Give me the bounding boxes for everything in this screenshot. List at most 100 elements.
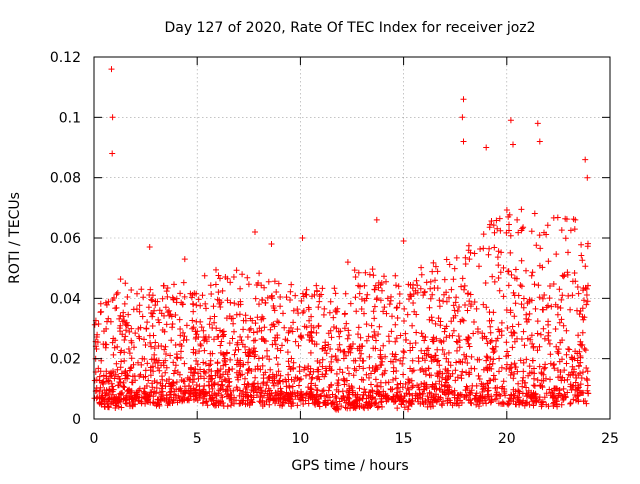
data-point xyxy=(421,383,428,390)
data-point xyxy=(390,358,396,365)
data-point xyxy=(106,387,113,394)
data-point xyxy=(242,317,249,324)
data-point xyxy=(487,323,494,330)
data-point xyxy=(226,378,233,385)
data-point xyxy=(177,290,184,297)
data-point xyxy=(350,372,357,379)
data-point xyxy=(443,334,450,341)
data-point xyxy=(147,372,154,379)
data-point xyxy=(548,389,555,396)
data-point xyxy=(213,397,220,404)
data-point xyxy=(329,400,336,406)
data-point xyxy=(345,348,352,355)
data-point xyxy=(262,300,269,306)
data-point xyxy=(124,387,131,394)
data-point xyxy=(160,282,167,289)
data-point xyxy=(149,380,156,387)
data-point xyxy=(108,394,115,401)
data-point xyxy=(151,307,158,314)
data-point xyxy=(517,282,524,289)
data-point xyxy=(404,311,411,318)
data-point xyxy=(484,340,491,347)
data-point xyxy=(308,392,315,399)
data-point xyxy=(487,339,494,345)
data-point xyxy=(203,305,209,312)
peak-point xyxy=(507,117,514,124)
data-point xyxy=(201,375,208,382)
data-point xyxy=(104,318,110,325)
data-point xyxy=(396,291,403,297)
data-point xyxy=(518,257,525,264)
data-point xyxy=(480,400,486,407)
data-point xyxy=(452,367,459,374)
data-point xyxy=(298,391,305,398)
data-point xyxy=(449,402,456,409)
data-point xyxy=(284,395,291,402)
data-point xyxy=(445,373,452,380)
data-point xyxy=(301,366,307,373)
data-point xyxy=(580,287,586,294)
data-point xyxy=(224,349,230,356)
data-point xyxy=(571,366,577,373)
data-point xyxy=(139,313,146,320)
data-point xyxy=(355,396,362,403)
data-point xyxy=(385,379,392,386)
peak-point xyxy=(483,144,490,151)
data-point xyxy=(584,377,591,384)
data-point xyxy=(393,282,399,289)
data-point xyxy=(129,379,136,386)
data-point xyxy=(360,392,367,398)
data-point xyxy=(563,360,570,367)
data-point xyxy=(471,395,478,402)
data-point xyxy=(541,292,548,298)
data-point xyxy=(138,361,145,368)
peak-point xyxy=(109,150,116,157)
data-point xyxy=(212,281,219,288)
data-point xyxy=(208,368,215,375)
data-point xyxy=(264,294,271,301)
data-point xyxy=(426,304,433,311)
data-point xyxy=(439,389,446,395)
data-point xyxy=(468,353,475,360)
data-point xyxy=(162,304,169,311)
data-point xyxy=(524,300,531,307)
data-point xyxy=(154,364,161,371)
data-point xyxy=(269,341,276,348)
data-point xyxy=(173,295,180,302)
data-point xyxy=(109,383,116,390)
data-point xyxy=(484,354,491,361)
data-point xyxy=(176,316,183,323)
data-point xyxy=(358,343,365,350)
data-point xyxy=(101,328,107,335)
data-point xyxy=(110,370,117,376)
data-point xyxy=(288,403,295,410)
data-point xyxy=(393,335,400,342)
data-point xyxy=(242,312,249,319)
data-point xyxy=(122,400,129,407)
peak-point xyxy=(109,114,116,121)
data-point xyxy=(229,335,236,342)
data-point xyxy=(567,400,574,407)
data-point xyxy=(116,382,122,389)
data-point xyxy=(355,282,362,289)
data-point xyxy=(180,337,187,344)
data-point xyxy=(377,362,384,369)
data-point xyxy=(548,303,555,310)
data-point xyxy=(397,388,403,395)
data-point xyxy=(450,276,457,283)
data-point xyxy=(220,403,227,409)
data-point xyxy=(275,368,282,375)
data-point xyxy=(322,347,328,354)
data-point xyxy=(480,231,487,238)
data-point xyxy=(284,337,291,344)
data-point xyxy=(245,352,252,359)
data-point xyxy=(382,367,389,374)
data-point xyxy=(237,333,244,340)
data-point xyxy=(223,315,230,322)
data-point xyxy=(288,324,294,331)
data-point xyxy=(401,404,408,411)
data-point xyxy=(275,280,282,287)
data-point xyxy=(240,326,247,333)
data-point xyxy=(569,356,576,363)
data-point xyxy=(224,297,231,304)
